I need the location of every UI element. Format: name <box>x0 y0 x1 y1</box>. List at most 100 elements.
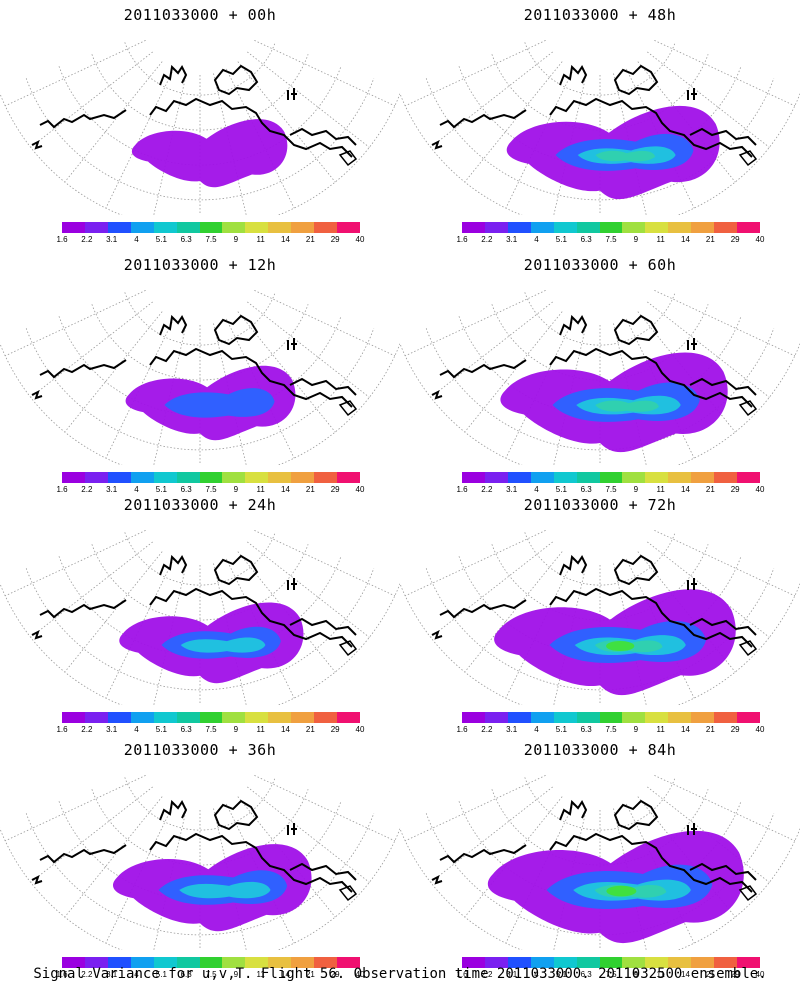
colorbar-swatch <box>507 472 531 483</box>
colorbar-swatch <box>314 712 338 723</box>
colorbar-tick-label: 3.1 <box>106 970 118 979</box>
colorbar-swatch <box>199 712 223 723</box>
colorbar-tick-label: 1.6 <box>56 485 68 494</box>
colorbar-tick-label: 7.5 <box>605 485 617 494</box>
colorbar-tick-label: 4 <box>134 725 139 734</box>
polar-map <box>400 40 800 215</box>
colorbar-tick-label: 21 <box>705 485 715 494</box>
colorbar-tick-label: 2.2 <box>481 235 493 244</box>
colorbar-tick-label: 29 <box>730 235 740 244</box>
colorbar-swatch <box>337 222 360 233</box>
colorbar-tick-label: 29 <box>330 970 340 979</box>
colorbar-tick-label: 11 <box>656 725 665 734</box>
colorbar-tick-label: 2.2 <box>81 485 93 494</box>
colorbar-tick-label: 2.2 <box>81 725 93 734</box>
colorbar-tick-label: 6.3 <box>580 725 592 734</box>
colorbar-tick-label: 14 <box>281 235 290 244</box>
colorbar-labels: 1.6 2.2 3.1 4 5.1 6.3 7.5 9 11 14 21 29 40 <box>452 235 770 247</box>
colorbar-swatch <box>484 957 508 968</box>
polar-map <box>0 530 400 705</box>
colorbar-swatch <box>599 222 623 233</box>
colorbar-tick-label: 9 <box>233 725 239 734</box>
colorbar-tick-label: 40 <box>355 970 365 979</box>
colorbar-tick-label: 3.1 <box>106 235 118 244</box>
colorbar-swatch <box>314 222 338 233</box>
colorbar-tick-label: 4 <box>134 970 139 979</box>
colorbar-tick-label: 2.2 <box>481 970 493 979</box>
colorbar-swatch <box>622 712 646 723</box>
colorbar-tick-label: 40 <box>355 725 365 734</box>
colorbar-tick-label: 4 <box>534 970 539 979</box>
colorbar-tick-label: 1.6 <box>456 235 468 244</box>
panel-title: 2011033000 + 00h <box>123 6 277 24</box>
colorbar-tick-label: 9 <box>633 485 639 494</box>
colorbar-tick-label: 21 <box>305 485 315 494</box>
colorbar-tick-label: 21 <box>305 235 315 244</box>
colorbar-swatch <box>130 712 154 723</box>
colorbar-tick-label: 21 <box>305 970 315 979</box>
colorbar-tick-label: 11 <box>256 970 265 979</box>
colorbar-swatch <box>245 222 269 233</box>
colorbar-swatch <box>291 957 315 968</box>
colorbar-tick-label: 4 <box>134 485 139 494</box>
colorbar-labels: 1.6 2.2 3.1 4 5.1 6.3 7.5 9 11 14 21 29 40 <box>52 485 370 497</box>
colorbar <box>62 712 360 723</box>
colorbar-swatch <box>176 957 200 968</box>
colorbar-tick-label: 3.1 <box>506 970 518 979</box>
colorbar-tick-label: 1.6 <box>56 725 68 734</box>
colorbar-tick-label: 2.2 <box>81 970 93 979</box>
colorbar-tick-label: 11 <box>656 485 665 494</box>
polar-map <box>0 290 400 465</box>
panel-title: 2011033000 + 12h <box>123 256 277 274</box>
colorbar-tick-label: 11 <box>656 235 665 244</box>
colorbar-tick-label: 4 <box>534 235 539 244</box>
forecast-panel: 2011033000 + 72h 1.6 2.2 3.1 4 5.1 6.3 7.5 9 11 1… <box>400 490 800 740</box>
colorbar-tick-label: 29 <box>330 485 340 494</box>
colorbar-tick-label: 4 <box>534 485 539 494</box>
colorbar-tick-label: 4 <box>134 235 139 244</box>
colorbar-swatch <box>691 472 715 483</box>
polar-map <box>400 290 800 465</box>
colorbar-swatch <box>130 222 154 233</box>
colorbar-tick-label: 6.3 <box>580 970 592 979</box>
colorbar-swatch <box>645 472 669 483</box>
colorbar-swatch <box>599 957 623 968</box>
colorbar <box>462 472 760 483</box>
colorbar-swatch <box>622 472 646 483</box>
colorbar-tick-label: 29 <box>330 725 340 734</box>
colorbar-swatch <box>691 222 715 233</box>
colorbar-swatch <box>337 712 360 723</box>
colorbar-tick-label: 11 <box>256 725 265 734</box>
colorbar-tick-label: 11 <box>656 970 665 979</box>
colorbar-tick-label: 9 <box>633 970 639 979</box>
colorbar-tick-label: 3.1 <box>106 485 118 494</box>
colorbar-tick-label: 40 <box>755 970 765 979</box>
colorbar-tick-label: 7.5 <box>205 725 217 734</box>
colorbar-tick-label: 14 <box>281 725 290 734</box>
colorbar-tick-label: 6.3 <box>180 970 192 979</box>
colorbar-tick-label: 14 <box>281 485 290 494</box>
colorbar-swatch <box>530 712 554 723</box>
colorbar-tick-label: 9 <box>633 725 639 734</box>
colorbar-tick-label: 29 <box>730 485 740 494</box>
colorbar-tick-label: 7.5 <box>605 235 617 244</box>
colorbar-swatch <box>268 472 292 483</box>
colorbar-swatch <box>576 712 600 723</box>
colorbar-tick-label: 11 <box>256 485 265 494</box>
colorbar-tick-label: 3.1 <box>506 235 518 244</box>
colorbar-swatch <box>668 712 692 723</box>
colorbar-tick-label: 14 <box>281 970 290 979</box>
colorbar-tick-label: 40 <box>355 235 365 244</box>
colorbar-tick-label: 14 <box>681 970 690 979</box>
colorbar-swatch <box>176 712 200 723</box>
colorbar-swatch <box>484 222 508 233</box>
colorbar-swatch <box>199 957 223 968</box>
colorbar-swatch <box>107 222 131 233</box>
colorbar-swatch <box>245 957 269 968</box>
colorbar-swatch <box>314 472 338 483</box>
colorbar-swatch <box>576 957 600 968</box>
colorbar-tick-label: 14 <box>681 725 690 734</box>
colorbar-tick-label: 29 <box>330 235 340 244</box>
colorbar-tick-label: 40 <box>755 725 765 734</box>
colorbar-swatch <box>668 472 692 483</box>
